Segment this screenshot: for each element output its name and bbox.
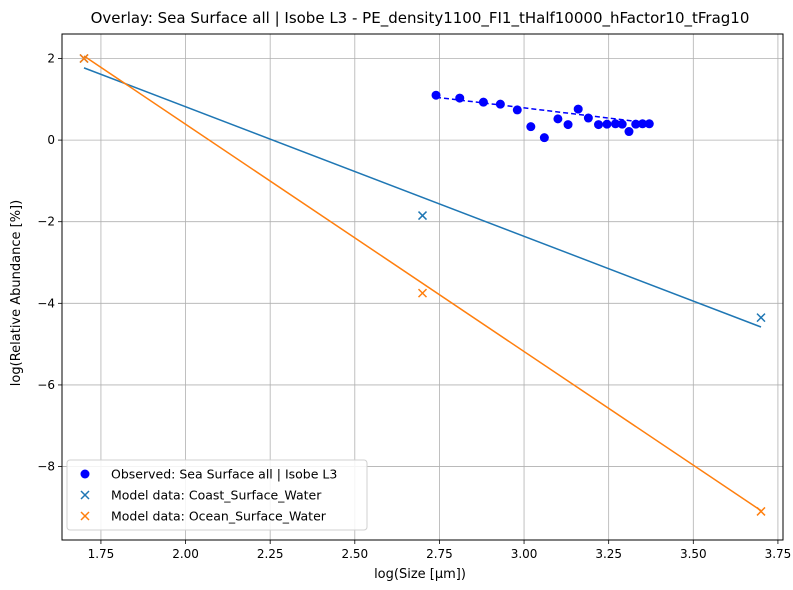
observed-point [478,97,488,107]
observed-point [573,104,583,114]
observed-point [495,99,505,109]
y-axis: −8 −6 −4 −2 0 2 [37,51,62,474]
legend-marker-1 [80,490,90,500]
observed-point [526,122,536,132]
plot-frame [61,33,784,541]
observed-point [644,119,654,129]
observed-point [624,127,634,137]
observed-point [617,119,627,129]
y-tick-label: −2 [37,215,55,229]
observed-point [638,119,648,129]
x-tick-label: 2.25 [257,547,284,561]
x-tick-label: 3.50 [680,547,707,561]
marker-stroke [417,211,428,221]
observed-point [553,114,563,124]
y-axis-label: log(Relative Abundance [%]) [9,200,24,386]
legend-label-1: Model data: Coast_Surface_Water [111,488,322,503]
marker-stroke [417,288,428,298]
marker-stroke [756,506,766,516]
marker-stroke [80,511,90,521]
observed-point [583,113,593,123]
series-1-fit-line [83,55,762,512]
legend-label-0: Observed: Sea Surface all | Isobe L3 [111,467,337,482]
y-tick-label: 0 [47,133,55,147]
observed-point [431,90,441,100]
y-tick-label: 2 [47,51,55,65]
observed-fit-line [435,96,650,124]
observed-point [455,93,465,103]
legend-marker-0 [80,469,90,479]
series-1-point [756,506,766,516]
x-tick-label: 3.75 [765,547,792,561]
series-0-point [756,313,766,323]
observed-point [610,119,620,129]
observed-point [563,120,573,130]
legend-label-2: Model data: Ocean_Surface_Water [111,509,327,524]
observed-point [512,105,522,115]
y-tick-label: −8 [37,460,55,474]
legend-marker-2 [80,511,90,521]
observed-point [631,119,641,129]
x-tick-label: 3.25 [595,547,622,561]
x-tick-label: 1.75 [88,547,115,561]
series-1-point [417,288,428,298]
legend: Observed: Sea Surface all | Isobe L3 Mode… [66,459,368,531]
y-tick-label: −6 [37,378,55,392]
x-axis-label: log(Size [μm]) [374,567,466,582]
series-1-point [79,53,89,64]
chart-title: Overlay: Sea Surface all | Isobe L3 - PE… [91,9,750,28]
grid [62,34,783,540]
x-tick-label: 3.00 [511,547,538,561]
y-tick-label: −4 [37,296,55,310]
plot-marks [79,53,766,516]
series-0-fit-line [83,67,762,328]
marker-stroke [80,490,90,500]
x-tick-label: 2.75 [426,547,453,561]
series-0-point [417,211,428,221]
observed-point [594,120,604,130]
marker-stroke [756,313,766,323]
x-tick-label: 2.00 [172,547,199,561]
marker-stroke [79,53,89,64]
observed-point [602,119,612,129]
observed-point [539,133,549,143]
x-axis: 1.75 2.00 2.25 2.50 2.75 3.00 3.25 3.50 3.75 [88,540,792,561]
x-tick-label: 2.50 [341,547,368,561]
legend-box [66,459,368,531]
